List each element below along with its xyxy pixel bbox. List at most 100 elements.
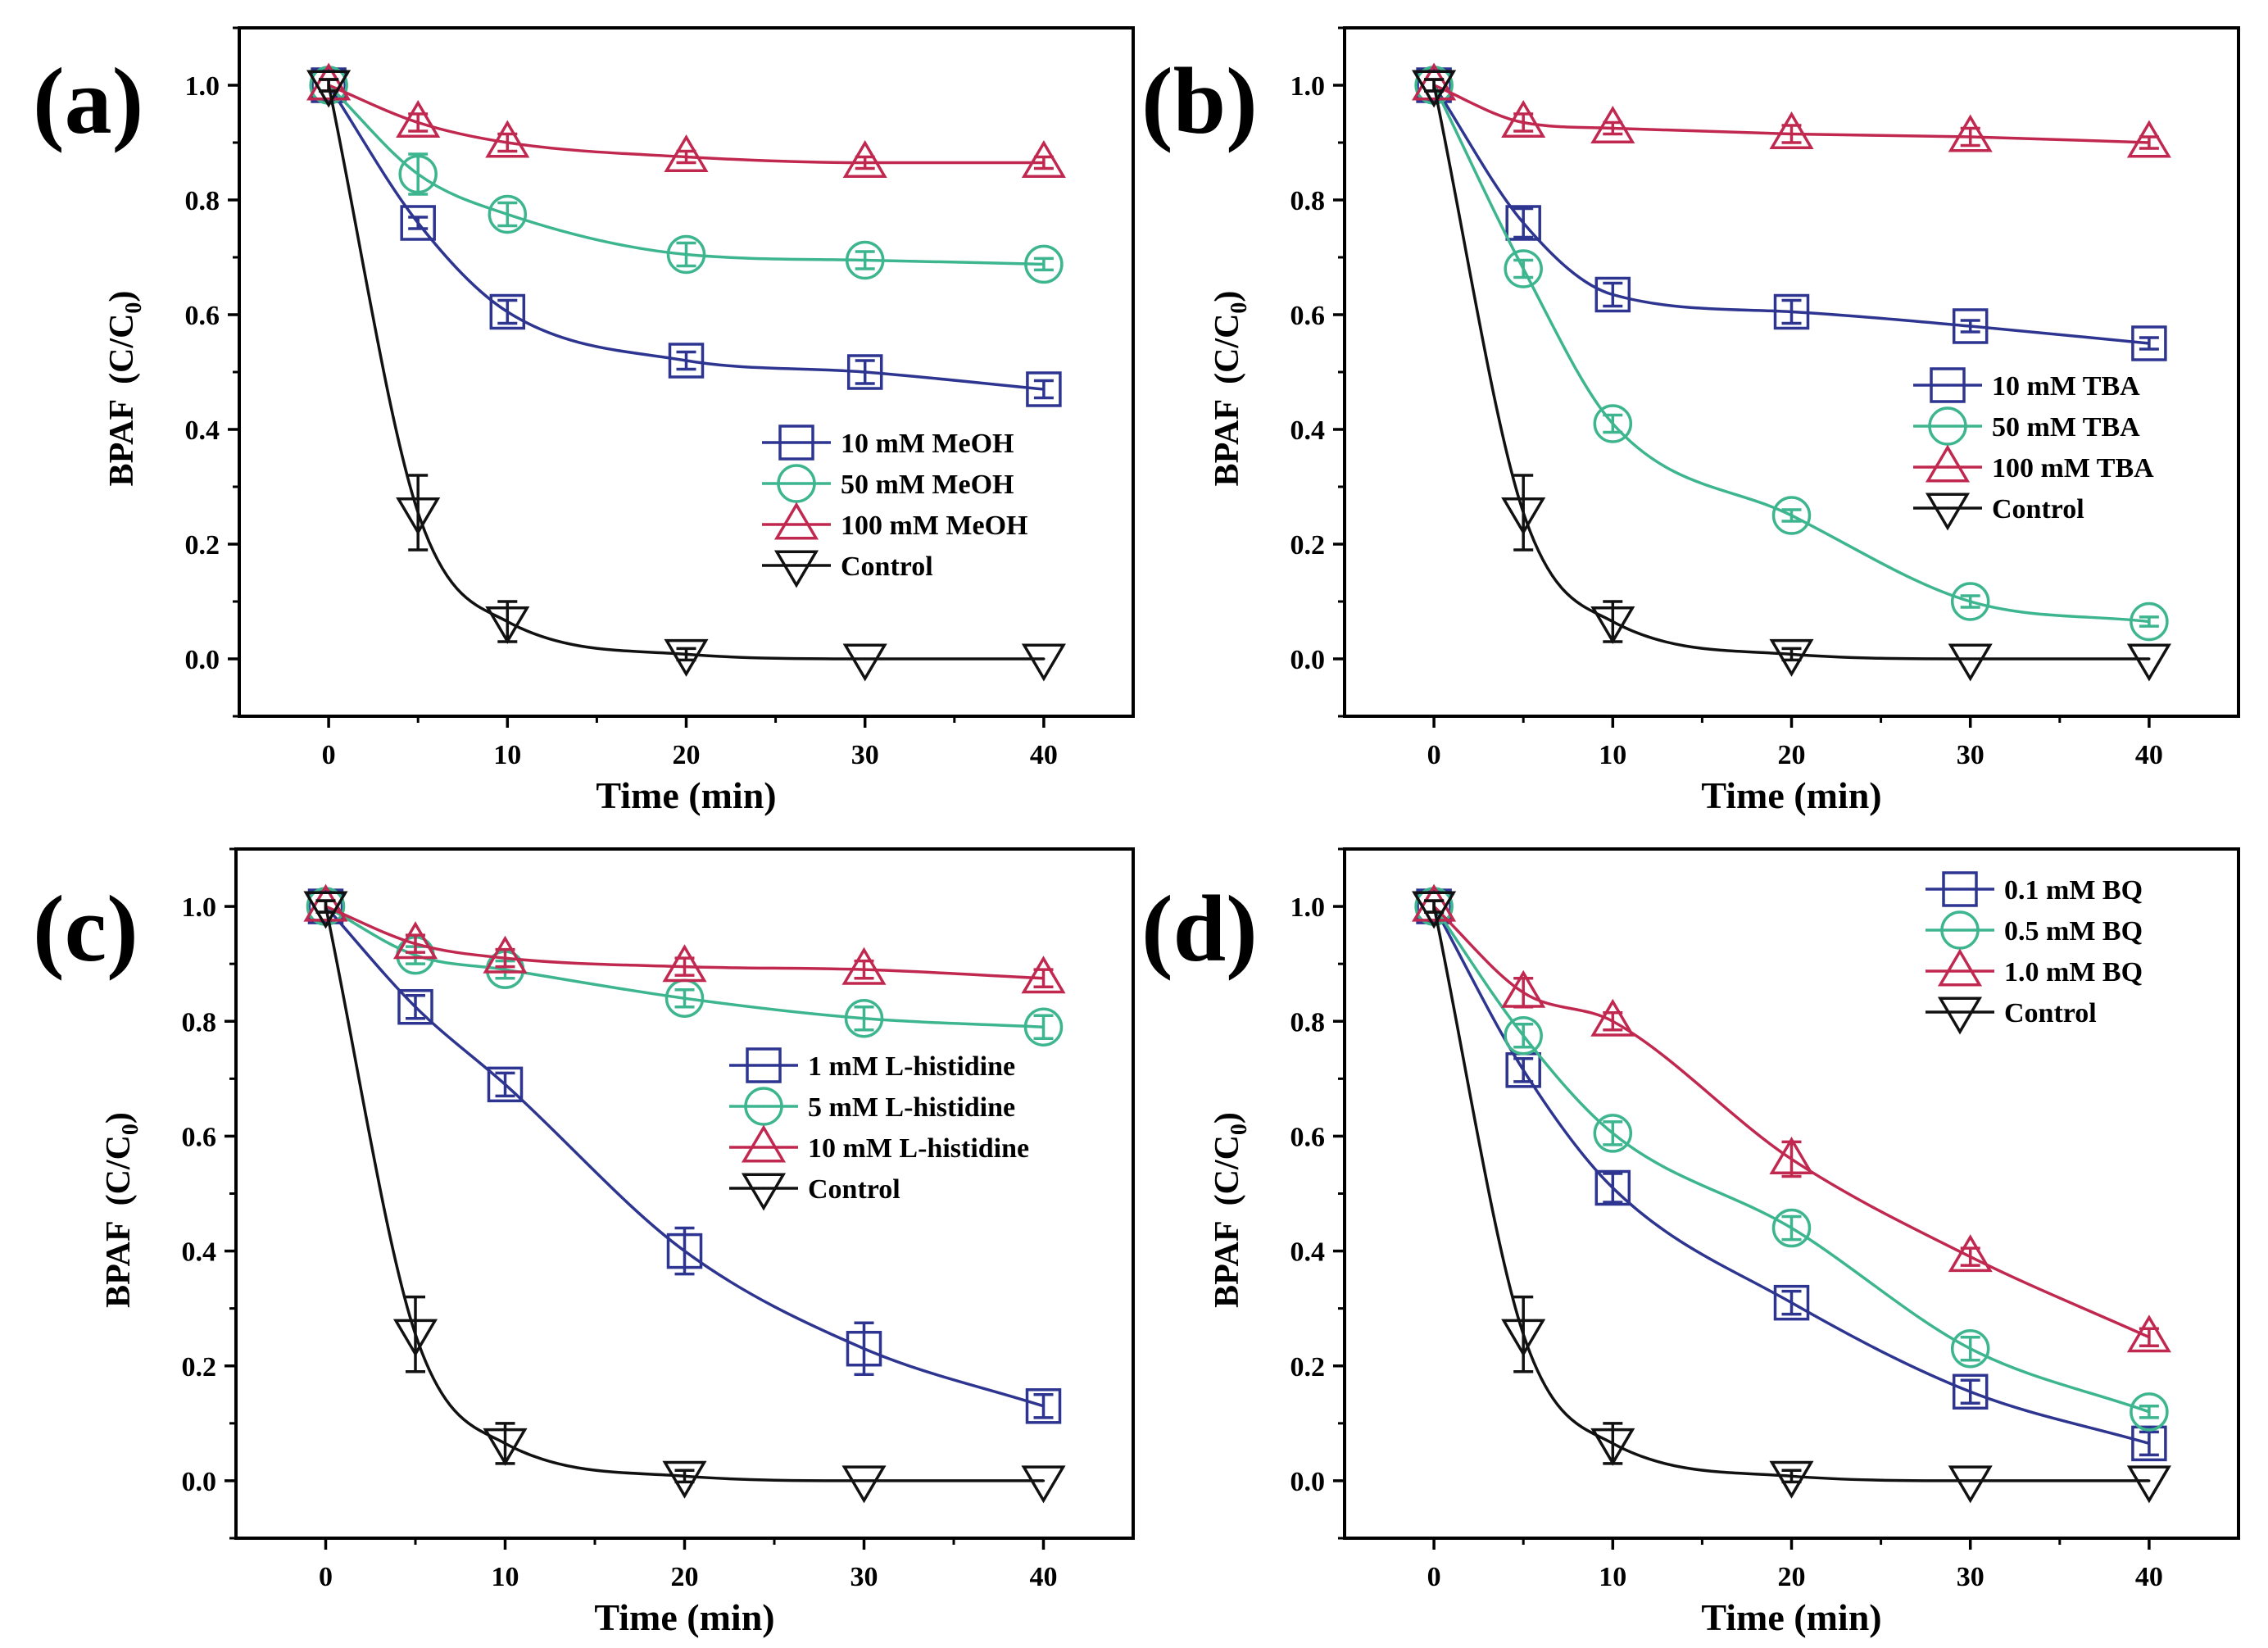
data-point	[396, 100, 441, 138]
data-point	[1948, 1465, 1993, 1504]
data-point	[664, 638, 709, 677]
legend-marker	[741, 1124, 787, 1163]
marker-center-dot	[506, 212, 509, 216]
marker-center-dot	[1789, 514, 1794, 517]
marker-center-dot	[1522, 1034, 1525, 1037]
data-point	[306, 62, 352, 101]
data-point	[1593, 1114, 1633, 1153]
data-point	[662, 944, 707, 983]
y-axis-title: BPAF (C/C0)	[1209, 1112, 1252, 1308]
x-tick-label: 40	[2135, 1562, 2163, 1592]
marker-center-dot	[1958, 928, 1962, 932]
marker-center-dot	[416, 120, 420, 125]
data-point	[846, 1330, 882, 1367]
data-point	[1412, 883, 1457, 922]
marker-center-dot	[1789, 1301, 1794, 1305]
data-point	[1769, 638, 1814, 677]
marker-center-dot	[684, 155, 688, 159]
series-control	[1412, 70, 2171, 682]
marker-center-dot	[2148, 141, 2151, 144]
marker-center-dot	[1611, 620, 1614, 624]
legend-marker	[773, 502, 819, 540]
marker-center-dot	[503, 1441, 507, 1445]
marker-center-dot	[1522, 1069, 1525, 1072]
marker-center-dot	[683, 965, 687, 969]
marker-center-dot	[1042, 657, 1046, 661]
data-point	[1773, 293, 1810, 330]
data-point	[1021, 643, 1066, 682]
y-axis-title-name: BPAF	[1209, 399, 1246, 487]
marker-center-dot	[1522, 267, 1525, 270]
marker-center-dot	[795, 523, 798, 526]
data-point	[1948, 643, 1993, 682]
data-point	[666, 1233, 703, 1269]
legend-label: 0.1 mM BQ	[2004, 875, 2143, 906]
y-axis-title-units: (C/C	[103, 314, 141, 384]
series-line	[1432, 906, 2149, 1482]
data-point	[1024, 244, 1064, 284]
data-point	[1771, 496, 1812, 535]
marker-center-dot	[1522, 221, 1525, 225]
series-50-mm-meoh	[309, 66, 1064, 284]
marker-center-dot	[683, 1474, 687, 1478]
series-control	[306, 70, 1066, 682]
series-line	[1432, 906, 2150, 1414]
legend-marker	[1930, 367, 1966, 403]
marker-center-dot	[864, 161, 867, 165]
y-axis-title-close: )	[103, 291, 141, 302]
marker-center-dot	[2148, 342, 2151, 345]
legend-marker	[1937, 997, 1983, 1035]
marker-center-dot	[1611, 126, 1614, 130]
legend-label: 0.5 mM BQ	[2004, 916, 2143, 947]
legend-label: Control	[841, 552, 933, 582]
y-tick-label: 0.0	[1290, 645, 1326, 675]
data-point	[1769, 1460, 1814, 1499]
marker-center-dot	[1946, 506, 1949, 510]
marker-center-dot	[1946, 384, 1949, 387]
data-point	[1412, 891, 1457, 929]
legend: 1 mM L-histidine 5 mM L-histidine 10 mM L-…	[729, 1047, 1029, 1211]
data-point	[1769, 111, 1814, 150]
marker-center-dot	[1522, 1332, 1525, 1336]
series-line	[327, 84, 1044, 661]
marker-center-dot	[416, 221, 420, 225]
data-point	[1594, 1169, 1631, 1206]
data-point	[1026, 371, 1062, 407]
y-tick-label: 1.0	[1290, 71, 1326, 102]
data-point	[488, 194, 528, 234]
marker-center-dot	[1969, 325, 1972, 328]
y-axis-title-units: (C/C	[1209, 1135, 1246, 1205]
marker-center-dot	[1432, 84, 1436, 87]
data-point	[398, 154, 438, 194]
y-tick-label: 0.0	[182, 1467, 217, 1497]
marker-center-dot	[1611, 1186, 1614, 1190]
data-point	[1952, 308, 1989, 344]
data-point	[1594, 276, 1631, 313]
marker-center-dot	[1969, 1479, 1972, 1482]
marker-center-dot	[1432, 905, 1436, 908]
legend-marker	[777, 464, 816, 503]
legend-marker	[1942, 871, 1978, 907]
marker-center-dot	[1611, 1132, 1614, 1135]
y-axis-title-subscript: 0	[118, 1124, 143, 1135]
marker-center-dot	[864, 657, 867, 661]
y-axis-title: BPAF (C/C0)	[100, 1112, 143, 1308]
marker-center-dot	[1969, 1255, 1972, 1259]
y-tick-label: 0.4	[182, 1237, 217, 1268]
y-tick-label: 0.8	[182, 1007, 217, 1037]
marker-center-dot	[762, 1187, 765, 1190]
data-point	[1021, 1465, 1066, 1504]
marker-center-dot	[795, 564, 798, 567]
x-tick-label: 20	[1778, 1562, 1806, 1592]
y-tick-label: 0.2	[1290, 1352, 1326, 1382]
data-point	[842, 643, 887, 682]
data-point	[844, 998, 884, 1038]
marker-center-dot	[1611, 293, 1614, 297]
marker-center-dot	[414, 1006, 417, 1009]
marker-center-dot	[1969, 1347, 1972, 1351]
marker-center-dot	[1969, 657, 1972, 661]
y-tick-label: 1.0	[182, 892, 217, 923]
y-axis-title-subscript: 0	[121, 302, 147, 314]
data-point	[1769, 1136, 1814, 1174]
legend-marker	[741, 1173, 787, 1211]
